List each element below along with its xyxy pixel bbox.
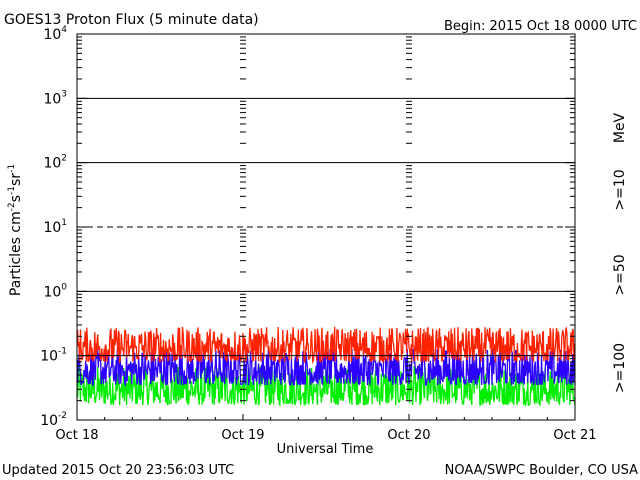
y-axis-label-exp3: -1 [7,164,17,173]
y-tick-exponent: 3 [61,89,67,99]
data-traces [76,326,576,408]
y-axis-label-exp1: -2 [7,202,17,211]
series-line-50mev [76,348,576,387]
y-tick-exponent: 2 [61,154,67,164]
y-tick-exponent: 4 [61,25,67,35]
y-tick-label-4: 102 [43,154,67,172]
y-tick-exponent: 1 [61,218,67,228]
y-tick-label-1: 10-1 [40,347,67,365]
updated-timestamp: Updated 2015 Oct 20 23:56:03 UTC [2,463,234,478]
source-label: NOAA/SWPC Boulder, CO USA [445,463,638,478]
legend-100mev: >=100 [612,343,628,393]
y-tick-label-0: 10-2 [40,411,67,429]
y-tick-base: 10 [43,284,61,300]
reference-lines [77,97,575,357]
y-axis-label-s: s [8,195,24,202]
y-tick-base: 10 [43,27,61,43]
legend-10mev: >=10 [612,169,628,210]
y-tick-base: 10 [43,91,61,107]
y-tick-label-3: 101 [43,218,67,236]
x-axis-label: Universal Time [277,442,374,457]
series-line-10mev [76,326,576,365]
y-tick-base: 10 [40,349,58,365]
y-tick-label-5: 103 [43,89,67,107]
y-tick-exponent: -2 [58,411,67,421]
legend-50mev: >=50 [612,254,628,295]
y-tick-base: 10 [43,220,61,236]
x-tick-label-0: Oct 18 [55,428,98,443]
y-tick-label-6: 104 [43,25,67,43]
y-axis-label-particles: Particles cm [8,211,24,296]
y-axis-label-exp2: -1 [7,186,17,195]
y-tick-exponent: 0 [61,282,67,292]
y-axis-label-sr: sr [8,173,24,186]
chart-title: GOES13 Proton Flux (5 minute data) [4,12,259,28]
legend: >=100 >=50 >=10 MeV [612,112,628,393]
x-tick-label-3: Oct 21 [553,428,596,443]
y-tick-label-2: 100 [43,282,67,300]
plot-frame [76,33,576,421]
x-tick-label-2: Oct 20 [387,428,430,443]
begin-time-label: Begin: 2015 Oct 18 0000 UTC [444,19,637,34]
y-tick-base: 10 [40,413,58,429]
axis-ticks [76,36,575,421]
y-axis-label: Particles cm-2s-1sr-1 [7,164,24,296]
x-tick-label-1: Oct 19 [221,428,264,443]
y-tick-base: 10 [43,156,61,172]
y-tick-exponent: -1 [58,347,67,357]
x-tick-labels: Oct 18 Oct 19 Oct 20 Oct 21 [55,428,596,443]
legend-unit-mev: MeV [612,112,628,143]
